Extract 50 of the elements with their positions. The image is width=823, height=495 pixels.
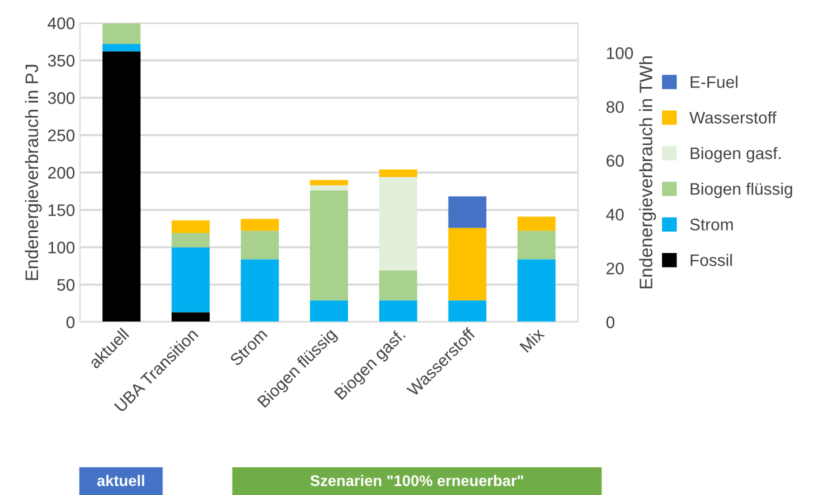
bar	[379, 300, 418, 322]
bar	[310, 185, 348, 190]
bar	[517, 230, 556, 260]
y2-tick-label: 20	[606, 262, 624, 274]
y-tick-label: 200	[48, 166, 74, 179]
y-tick-label: 250	[48, 130, 74, 142]
y2-tick-label: 60	[606, 154, 624, 167]
bar	[448, 300, 486, 322]
y2-tick-label: 100	[607, 47, 633, 60]
legend-label: E-Fuel	[690, 76, 738, 88]
y2-tick-label: 40	[606, 208, 624, 221]
legend-label: Wasserstoff	[689, 111, 776, 124]
bar	[379, 270, 418, 300]
y-tick-label: 0	[66, 316, 74, 328]
y-tick-label: 350	[48, 54, 74, 67]
legend-label: Biogen flüssig	[690, 182, 792, 198]
bar	[172, 247, 210, 312]
y-tick-label: 150	[48, 204, 74, 216]
text: aktuell	[97, 474, 144, 486]
y2-tick-label: 80	[606, 101, 624, 113]
bar	[310, 190, 348, 300]
bar	[172, 220, 210, 234]
bar	[379, 170, 418, 177]
bar	[240, 259, 279, 322]
bar	[102, 23, 141, 44]
y2-tick-label: 0	[606, 316, 614, 328]
bar	[240, 218, 279, 231]
bar	[517, 259, 556, 322]
bar	[172, 312, 210, 322]
y-tick-label: 100	[48, 242, 74, 254]
x-tick-label: Mix	[519, 326, 545, 353]
bar	[379, 176, 418, 270]
legend-label: Strom	[690, 218, 733, 230]
bar	[172, 233, 210, 248]
bar	[240, 230, 279, 260]
bar	[102, 44, 141, 52]
y-axis-title: Endenergieverbrauch in PJ	[24, 64, 42, 280]
bar	[448, 196, 486, 228]
y-tick-label: 400	[48, 17, 74, 30]
bar	[448, 228, 486, 300]
text: Szenarien "100% erneuerbar"	[310, 474, 524, 486]
bar	[517, 216, 556, 231]
y-tick-label: 50	[57, 279, 74, 291]
bar	[102, 51, 141, 322]
y2-axis-title: Endenergieverbrauch in TWh	[639, 56, 656, 288]
legend-label: Fossil	[690, 254, 732, 266]
bar	[310, 180, 348, 186]
legend-label: Biogen gasf.	[690, 146, 781, 162]
bar	[310, 300, 348, 322]
y-tick-label: 300	[48, 92, 74, 104]
